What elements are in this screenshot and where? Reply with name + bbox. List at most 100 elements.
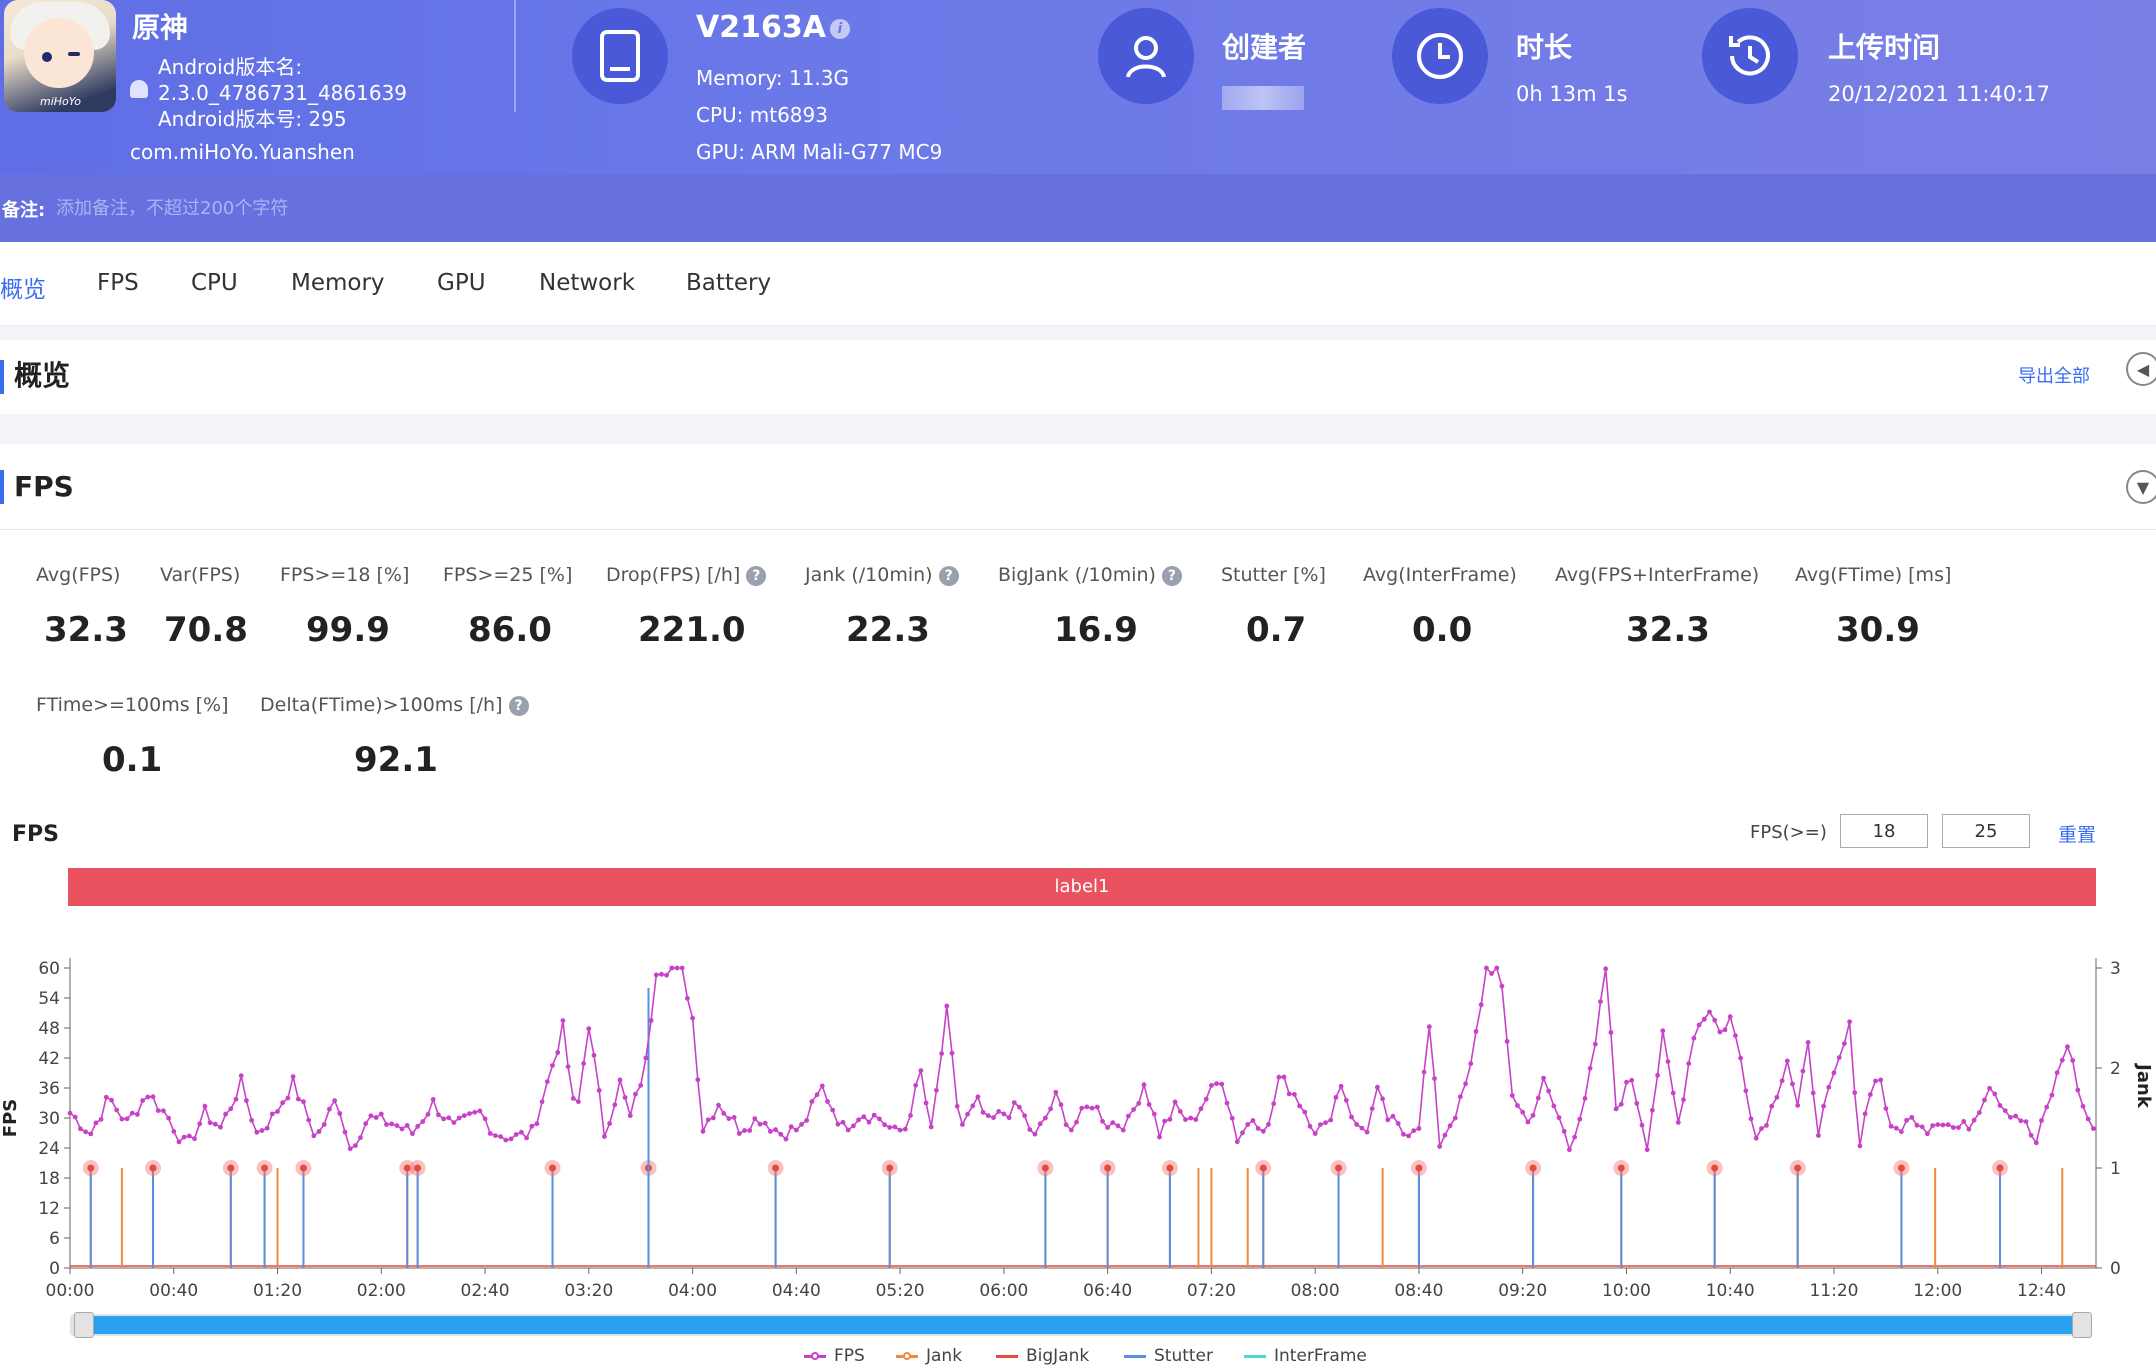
fps-point[interactable]	[1561, 1128, 1567, 1134]
fps-point[interactable]	[887, 1125, 893, 1130]
fps-point[interactable]	[1292, 1092, 1297, 1097]
fps-point[interactable]	[2028, 1132, 2034, 1138]
fps-point[interactable]	[1354, 1122, 1360, 1127]
fps-point[interactable]	[918, 1068, 924, 1073]
fps-point[interactable]	[1966, 1126, 1972, 1132]
fps-point[interactable]	[2059, 1057, 2065, 1063]
fps-point[interactable]	[664, 972, 669, 978]
fps-point[interactable]	[710, 1115, 716, 1121]
fps-point[interactable]	[773, 1127, 778, 1132]
fps-point[interactable]	[186, 1133, 192, 1139]
fps-point[interactable]	[892, 1124, 898, 1130]
fps-point[interactable]	[1567, 1147, 1572, 1153]
help-icon[interactable]: ?	[746, 565, 767, 586]
fps-point[interactable]	[1556, 1115, 1562, 1120]
fps-point[interactable]	[1136, 1100, 1142, 1106]
fps-point[interactable]	[410, 1131, 415, 1137]
fps-point[interactable]	[1530, 1112, 1536, 1118]
fps-point[interactable]	[1821, 1103, 1826, 1109]
fps-point[interactable]	[617, 1077, 623, 1083]
fps-point[interactable]	[1172, 1099, 1178, 1105]
fps-point[interactable]	[1971, 1117, 1977, 1123]
fps-point[interactable]	[1447, 1123, 1453, 1129]
fps-point[interactable]	[1162, 1118, 1168, 1124]
fps-point[interactable]	[1862, 1111, 1868, 1117]
fps-point[interactable]	[2085, 1116, 2091, 1122]
fps-point[interactable]	[830, 1107, 836, 1113]
fps-point[interactable]	[949, 1050, 955, 1056]
fps-point[interactable]	[591, 1052, 597, 1058]
bigjank-marker[interactable]	[414, 1164, 422, 1172]
fps-point[interactable]	[648, 1018, 654, 1023]
fps-point[interactable]	[2008, 1114, 2013, 1120]
fps-point[interactable]	[2039, 1118, 2044, 1123]
fps-point[interactable]	[394, 1123, 400, 1128]
fps-point[interactable]	[975, 1094, 981, 1100]
bigjank-marker[interactable]	[1794, 1164, 1802, 1172]
zoom-handle-left[interactable]	[74, 1312, 94, 1338]
fps-point[interactable]	[835, 1121, 841, 1127]
bigjank-marker[interactable]	[403, 1164, 411, 1172]
fps-point[interactable]	[1665, 1059, 1671, 1064]
fps-point[interactable]	[970, 1103, 976, 1109]
fps-point[interactable]	[794, 1127, 799, 1133]
fps-point[interactable]	[1805, 1040, 1811, 1045]
fps-point[interactable]	[249, 1117, 255, 1123]
fps-point[interactable]	[1240, 1130, 1245, 1136]
fps-point[interactable]	[1992, 1091, 1998, 1097]
fps-point[interactable]	[1541, 1075, 1546, 1081]
fps-point[interactable]	[534, 1121, 540, 1127]
fps-point[interactable]	[757, 1121, 763, 1127]
fps-point[interactable]	[1525, 1119, 1531, 1125]
fps-point[interactable]	[1484, 965, 1489, 971]
fps-point[interactable]	[2075, 1087, 2081, 1093]
fps-point[interactable]	[1925, 1131, 1930, 1137]
fps-point[interactable]	[529, 1123, 535, 1129]
fps-point[interactable]	[913, 1082, 919, 1088]
fps-point[interactable]	[1229, 1115, 1235, 1121]
fps-point[interactable]	[1022, 1113, 1027, 1119]
fps-point[interactable]	[544, 1079, 550, 1085]
fps-point[interactable]	[939, 1051, 944, 1056]
fps-point[interactable]	[991, 1115, 996, 1120]
fps-point[interactable]	[1017, 1104, 1022, 1110]
fps-point[interactable]	[581, 1061, 586, 1066]
fps-point[interactable]	[1883, 1106, 1889, 1111]
fps-point[interactable]	[1266, 1122, 1271, 1127]
fps-point[interactable]	[114, 1107, 120, 1113]
fps-point[interactable]	[513, 1132, 519, 1137]
fps-point[interactable]	[1660, 1028, 1666, 1034]
fps-point[interactable]	[1426, 1024, 1432, 1030]
fps-point[interactable]	[1338, 1083, 1344, 1089]
fps-point[interactable]	[244, 1098, 249, 1103]
fps-point[interactable]	[1499, 983, 1505, 989]
fps-point[interactable]	[1074, 1119, 1079, 1125]
fps-point[interactable]	[1401, 1131, 1406, 1137]
fps-point[interactable]	[493, 1133, 498, 1138]
fps-point[interactable]	[358, 1135, 363, 1140]
fps-point[interactable]	[1707, 1009, 1712, 1015]
fps-point[interactable]	[1650, 1107, 1655, 1113]
fps-point[interactable]	[1940, 1122, 1946, 1128]
fps-point[interactable]	[1842, 1041, 1847, 1046]
fps-point[interactable]	[1359, 1125, 1365, 1131]
fps-point[interactable]	[560, 1018, 566, 1023]
fps-point[interactable]	[679, 965, 685, 971]
fps-point[interactable]	[1618, 1101, 1624, 1107]
fps-point[interactable]	[607, 1121, 612, 1126]
fps-point[interactable]	[1375, 1084, 1380, 1090]
help-icon[interactable]: ?	[938, 565, 959, 586]
fps-point[interactable]	[653, 972, 659, 978]
fps-point[interactable]	[996, 1109, 1002, 1114]
fps-point[interactable]	[1364, 1129, 1370, 1135]
fps-point[interactable]	[1177, 1109, 1183, 1114]
fps-point[interactable]	[1115, 1123, 1121, 1129]
fps-point[interactable]	[928, 1124, 934, 1130]
fps-point[interactable]	[1909, 1115, 1915, 1120]
fps-point[interactable]	[1743, 1088, 1749, 1094]
fps-point[interactable]	[1089, 1105, 1095, 1111]
bigjank-marker[interactable]	[1617, 1164, 1625, 1172]
fps-point[interactable]	[539, 1099, 545, 1105]
fps-point[interactable]	[550, 1063, 555, 1068]
